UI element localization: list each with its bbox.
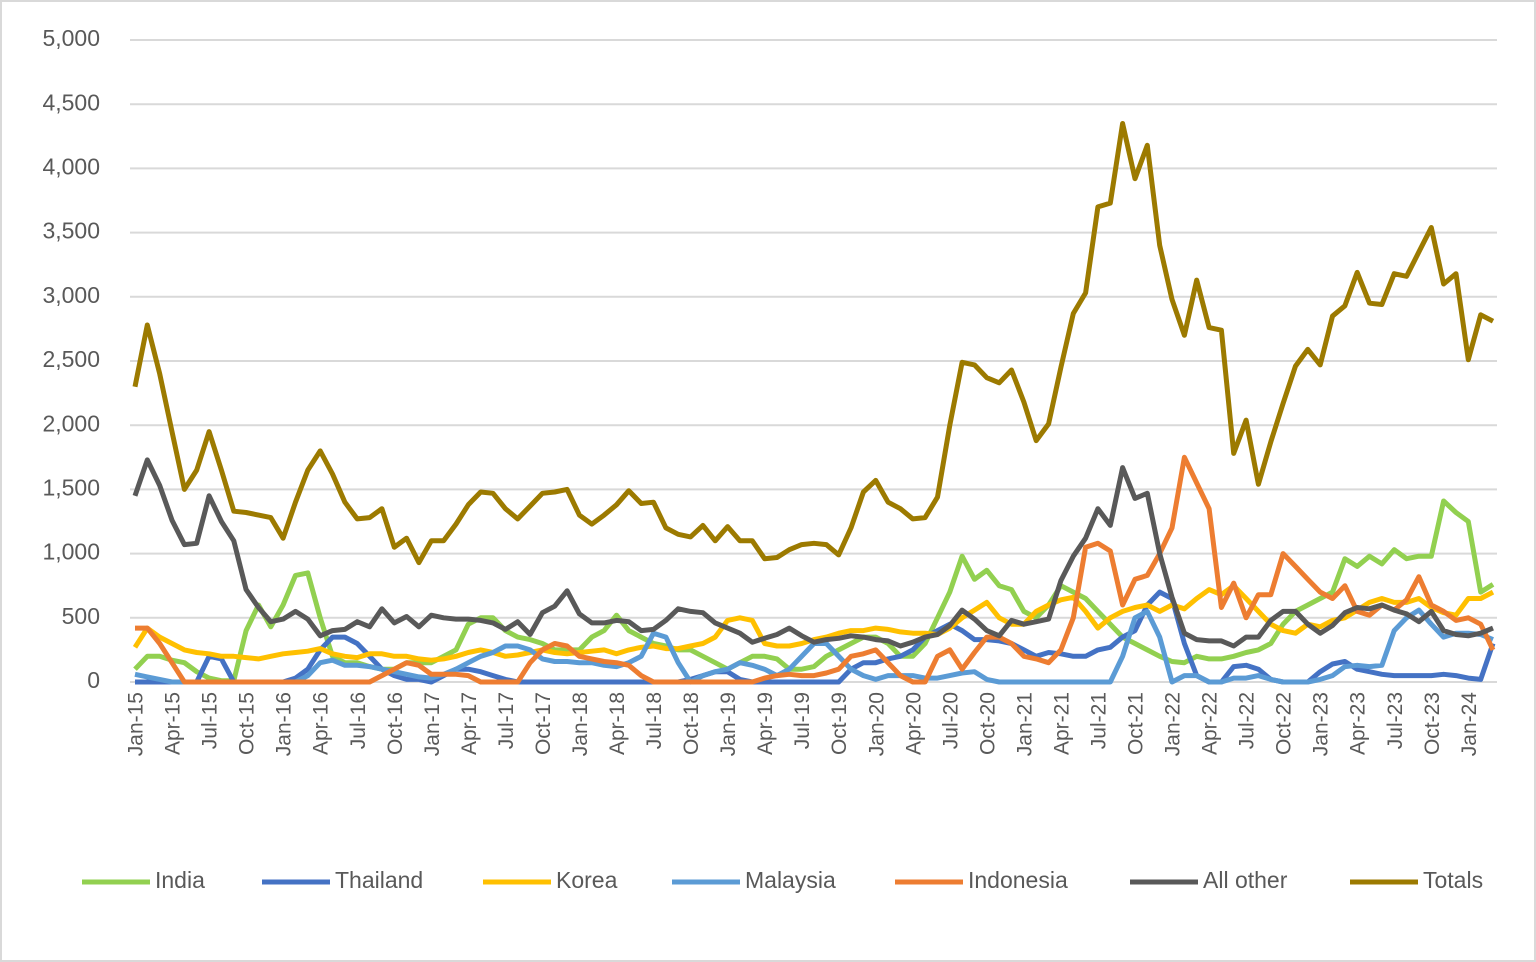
y-tick-label: 4,500 [42,89,100,115]
x-tick-label: Oct-21 [1125,692,1148,755]
x-tick-label: Jul-20 [939,692,962,749]
legend-label: India [155,867,205,893]
x-tick-label: Oct-15 [236,692,259,755]
legend-label: Totals [1423,867,1483,893]
x-tick-label: Jan-18 [569,692,592,756]
x-tick-label: Oct-19 [828,692,851,755]
x-tick-label: Jan-21 [1013,692,1036,756]
x-tick-label: Apr-22 [1199,692,1222,755]
x-tick-label: Jul-16 [347,692,370,749]
y-tick-label: 1,000 [42,539,100,565]
x-tick-label: Jan-19 [717,692,740,756]
x-tick-label: Jul-21 [1087,692,1110,749]
legend-label: All other [1203,867,1288,893]
x-tick-label: Apr-23 [1347,692,1370,755]
y-tick-label: 2,000 [42,410,100,436]
legend-label: Thailand [335,867,423,893]
x-tick-label: Apr-21 [1050,692,1073,755]
x-tick-label: Oct-16 [384,692,407,755]
x-tick-label: Apr-19 [754,692,777,755]
x-tick-label: Jul-18 [643,692,666,749]
x-tick-label: Oct-17 [532,692,555,755]
y-tick-label: 3,500 [42,218,100,244]
x-tick-label: Jul-19 [791,692,814,749]
x-tick-label: Jul-23 [1384,692,1407,749]
x-tick-label: Jan-24 [1458,692,1481,757]
y-tick-label: 2,500 [42,346,100,372]
x-tick-label: Oct-23 [1421,692,1444,755]
series-line [135,454,1496,685]
x-tick-label: Oct-18 [680,692,703,755]
x-tick-label: Jan-16 [273,692,296,756]
y-tick-label: 3,000 [42,282,100,308]
y-tick-label: 5,000 [42,25,100,51]
x-tick-label: Jan-20 [865,692,888,756]
legend-label: Malaysia [745,867,836,893]
x-tick-label: Apr-16 [310,692,333,755]
x-tick-label: Oct-20 [976,692,999,755]
x-tick-label: Jul-17 [495,692,518,749]
x-tick-label: Oct-22 [1273,692,1296,755]
x-tick-label: Jan-22 [1162,692,1185,756]
legend-label: Korea [556,867,618,893]
x-tick-label: Jul-22 [1236,692,1259,749]
x-tick-label: Apr-20 [902,692,925,755]
x-tick-label: Jan-23 [1310,692,1333,756]
x-tick-label: Apr-17 [458,692,481,755]
series-line [132,457,1494,649]
x-tick-label: Jan-17 [421,692,444,756]
x-tick-label: Apr-18 [606,692,629,755]
x-tick-label: Apr-15 [162,692,185,755]
y-tick-label: 0 [87,667,100,693]
y-tick-label: 500 [62,603,100,629]
y-tick-label: 1,500 [42,474,100,500]
x-tick-label: Jul-15 [199,692,222,749]
legend-label: Indonesia [968,867,1068,893]
y-tick-label: 4,000 [42,153,100,179]
x-tick-label: Jan-15 [125,692,148,756]
series-line [132,121,1495,566]
